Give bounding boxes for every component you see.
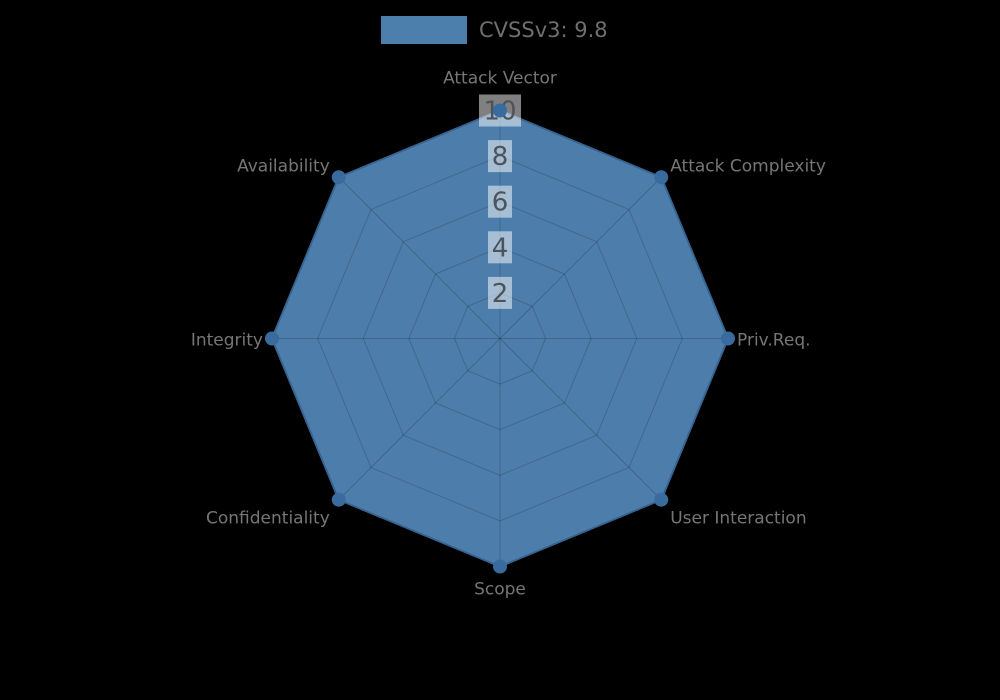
- radial-tick-box: [488, 231, 512, 264]
- grid-ring: [453, 292, 547, 385]
- axis-label-confidentiality: Confidentiality: [206, 509, 330, 529]
- data-point-marker: [654, 170, 669, 185]
- data-point-marker: [654, 492, 669, 507]
- data-point-marker: [493, 103, 507, 118]
- grid-ring: [408, 246, 592, 431]
- data-point-marker: [265, 331, 279, 346]
- legend-label: CVSSv3: 9.8: [479, 18, 608, 42]
- axis-label-user-interaction: User Interaction: [670, 509, 806, 529]
- axis-label-availability: Availability: [237, 156, 330, 176]
- grid-spoke: [499, 176, 662, 339]
- axis-label-attack-complexity: Attack Complexity: [670, 156, 826, 176]
- axis-label-priv-req: Priv.Req.: [737, 331, 811, 351]
- radial-tick-box: [488, 185, 512, 218]
- legend-swatch: [381, 16, 467, 44]
- radial-tick-label: 2: [492, 279, 509, 309]
- grid-spoke: [338, 176, 501, 339]
- axis-label-integrity: Integrity: [191, 331, 263, 351]
- data-point-marker: [493, 559, 507, 574]
- radial-tick-label: 8: [492, 142, 509, 172]
- radial-tick-label: 6: [492, 188, 509, 218]
- grid-spoke: [499, 338, 662, 501]
- radial-tick-label: 4: [492, 233, 509, 263]
- grid-spoke: [338, 338, 501, 501]
- axis-label-scope: Scope: [474, 580, 526, 600]
- axis-label-attack-vector: Attack Vector: [443, 69, 557, 89]
- radial-tick-box: [488, 140, 512, 173]
- data-point-marker: [721, 331, 735, 346]
- radial-tick-box: [488, 276, 512, 309]
- grid-ring: [317, 155, 683, 522]
- legend: CVSSv3: 9.8: [381, 16, 608, 44]
- grid-ring: [362, 201, 638, 476]
- data-point-marker: [331, 170, 346, 185]
- data-point-marker: [331, 492, 346, 507]
